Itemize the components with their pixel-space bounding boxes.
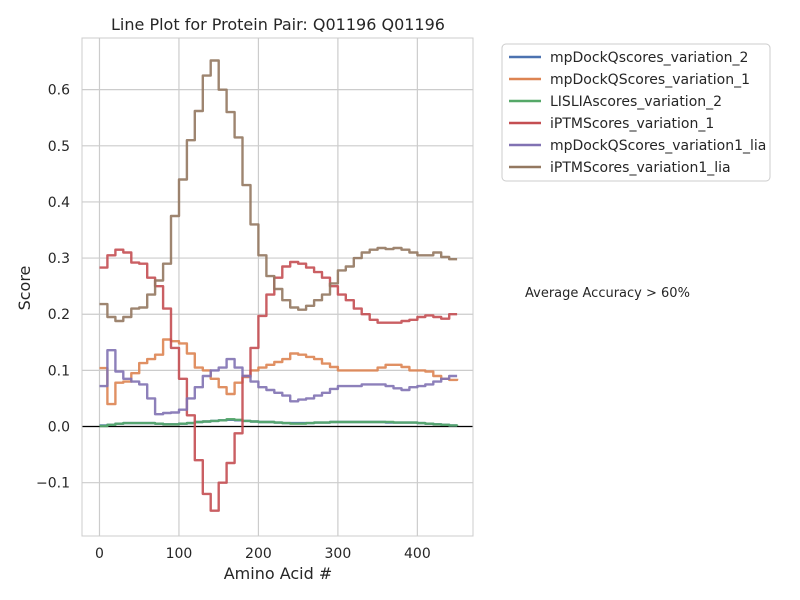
legend-label: mpDockQscores_variation_2 (550, 50, 748, 66)
series-lines (99, 59, 459, 512)
legend: mpDockQscores_variation_2 mpDockQScores_v… (501, 43, 771, 182)
series-line (99, 418, 459, 428)
y-tick-label: 0.0 (48, 420, 70, 436)
y-tick-label: 0.3 (48, 251, 70, 267)
x-tick-label: 200 (245, 546, 272, 562)
legend-label: LISLIAscores_variation_2 (550, 94, 722, 110)
y-tick-label: 0.6 (48, 83, 70, 99)
x-tick-label: 300 (325, 546, 352, 562)
legend-label: mpDockQScores_variation_1 (550, 72, 750, 88)
series-line (99, 59, 458, 323)
x-tick-label: 100 (166, 546, 193, 562)
x-tick-label: 400 (404, 546, 431, 562)
x-tick-label: 0 (95, 546, 104, 562)
chart-title: Line Plot for Protein Pair: Q01196 Q0119… (111, 15, 445, 34)
grid (82, 38, 473, 536)
annotation-text: Average Accuracy > 60% (525, 286, 690, 301)
y-tick-label: −0.1 (36, 476, 70, 492)
y-tick-label: 0.5 (48, 139, 70, 155)
series-line (99, 338, 459, 406)
series-line (99, 349, 458, 416)
legend-label: iPTMScores_variation_1 (550, 116, 714, 132)
legend-label: iPTMScores_variation1_lia (550, 160, 731, 176)
y-tick-label: 0.1 (48, 363, 70, 379)
plot-frame (81, 37, 474, 537)
legend-box (501, 43, 771, 182)
legend-label: mpDockQScores_variation1_lia (550, 138, 766, 154)
x-tick-labels: 0 100 200 300 400 (95, 546, 431, 562)
x-axis-title: Amino Acid # (224, 564, 333, 583)
y-tick-labels: −0.1 0.0 0.1 0.2 0.3 0.4 0.5 0.6 (36, 83, 70, 492)
y-tick-label: 0.2 (48, 307, 70, 323)
y-tick-label: 0.4 (48, 195, 70, 211)
y-axis-title: Score (15, 266, 34, 311)
